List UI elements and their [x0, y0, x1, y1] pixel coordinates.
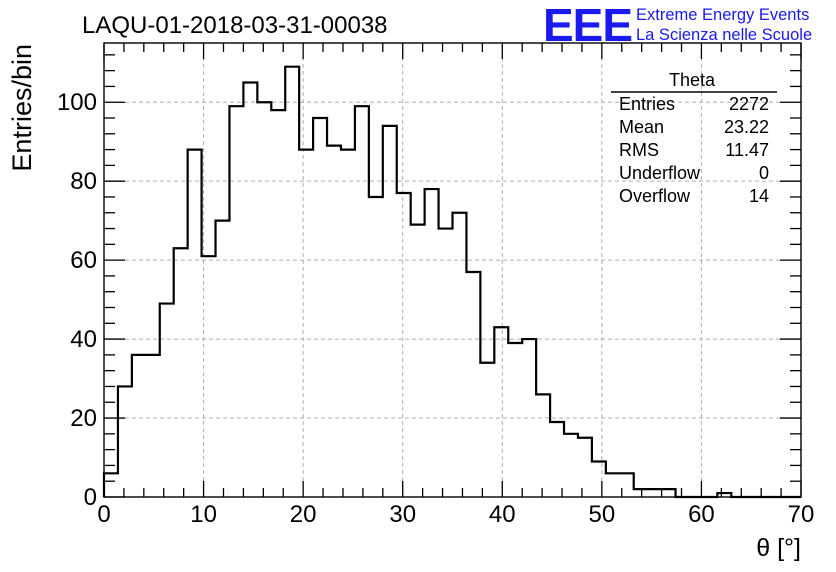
- x-tick-label: 50: [589, 501, 616, 528]
- stats-row-label: RMS: [619, 140, 659, 160]
- stats-row-value: 11.47: [725, 140, 769, 160]
- stats-row-label: Overflow: [619, 186, 691, 206]
- x-tick-label: 0: [97, 501, 110, 528]
- y-axis-label: Entries/bin: [7, 44, 37, 172]
- y-tick-label: 0: [84, 484, 97, 511]
- stats-row-label: Mean: [619, 117, 664, 137]
- y-tick-label: 60: [70, 247, 97, 274]
- x-tick-label: 70: [788, 501, 815, 528]
- x-tick-label: 20: [290, 501, 317, 528]
- stats-row-label: Underflow: [619, 163, 701, 183]
- chart-title: LAQU-01-2018-03-31-00038: [82, 12, 388, 39]
- x-tick-label: 60: [688, 501, 715, 528]
- x-tick-label: 10: [190, 501, 217, 528]
- y-tick-label: 100: [57, 89, 97, 116]
- stats-row-label: Entries: [619, 94, 675, 114]
- stats-box: Theta Entries 2272 Mean 23.22 RMS 11.47 Underf…: [611, 70, 777, 206]
- histogram-outline: [102, 65, 801, 499]
- logo-line-2: La Scienza nelle Scuole: [636, 26, 812, 44]
- x-tick-label: 30: [389, 501, 416, 528]
- y-tick-label: 20: [70, 405, 97, 432]
- stats-row-value: 23.22: [724, 117, 769, 137]
- plot-frame: [103, 42, 802, 498]
- grid-layer: [104, 43, 801, 497]
- axis-tick-labels: 0 10 20 30 40 50 60 70 0 20 40 60 80 100: [57, 89, 814, 528]
- x-axis-label: θ [°]: [756, 534, 801, 562]
- stats-row-value: 2272: [729, 94, 769, 114]
- axis-ticks: [103, 43, 802, 498]
- stats-row-value: 0: [759, 163, 769, 183]
- eee-logo-icon: EEE: [543, 0, 632, 51]
- logo-line-1: Extreme Energy Events: [636, 6, 809, 24]
- stats-row-value: 14: [749, 186, 769, 206]
- x-tick-label: 40: [489, 501, 516, 528]
- y-tick-label: 40: [70, 326, 97, 353]
- stats-title: Theta: [669, 70, 716, 90]
- stats-rows: Entries 2272 Mean 23.22 RMS 11.47 Underflow 0 Ov…: [619, 94, 769, 206]
- y-tick-label: 80: [70, 168, 97, 195]
